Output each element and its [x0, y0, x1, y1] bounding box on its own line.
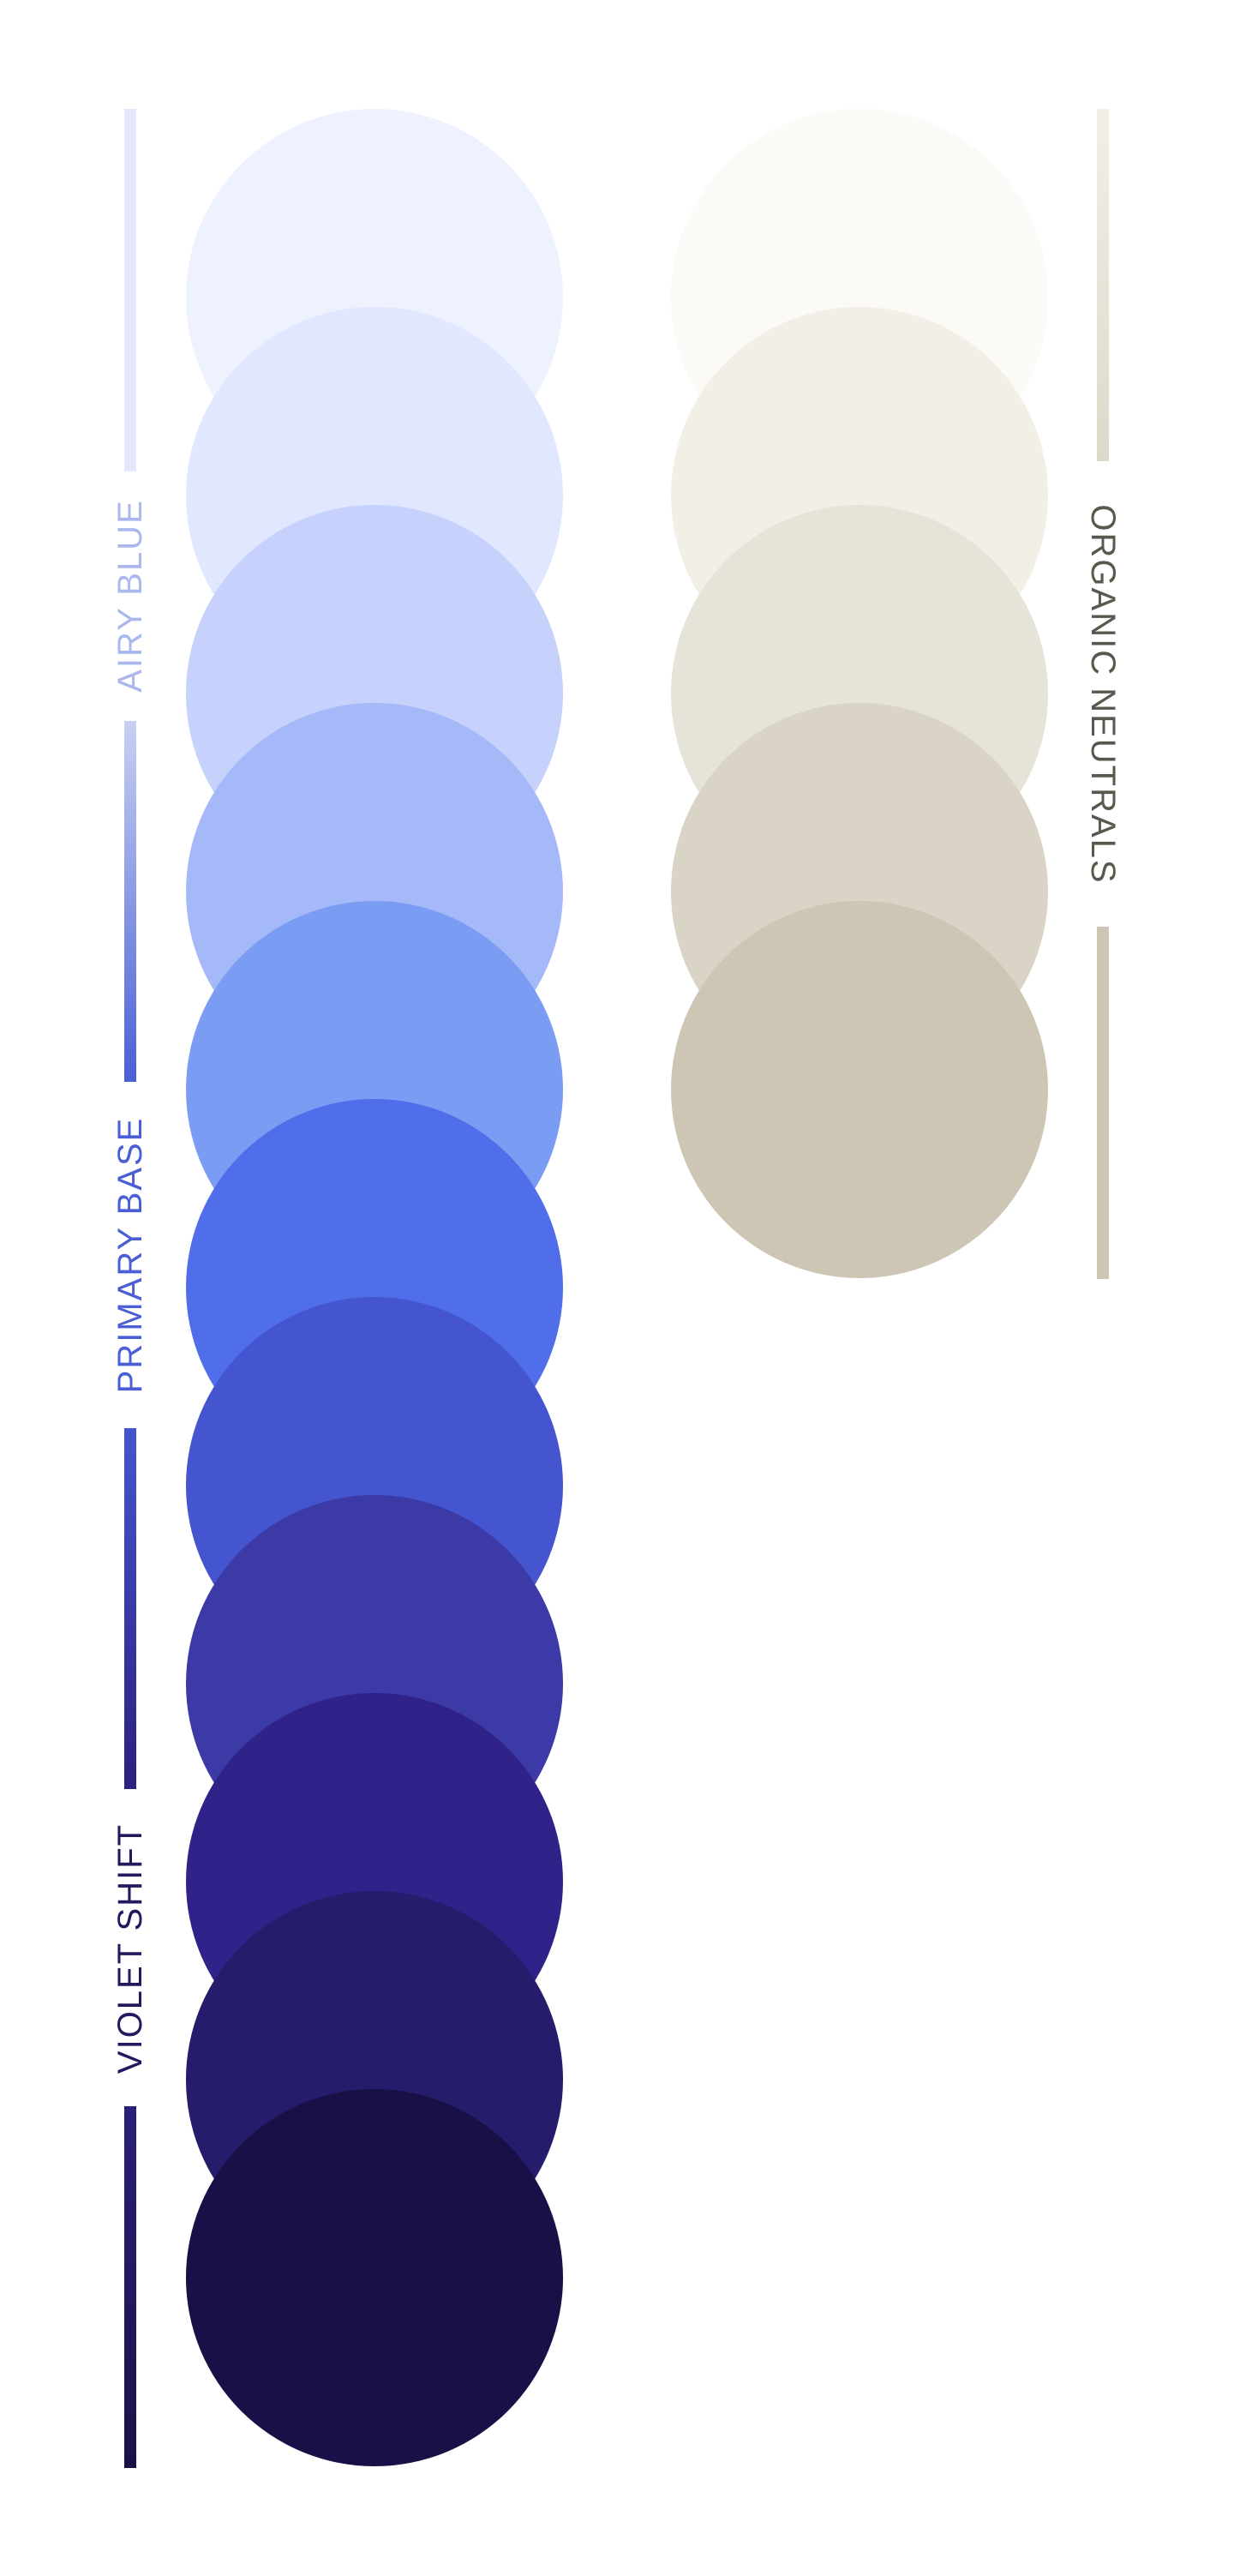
violet-shift-label: VIOLET SHIFT — [111, 1822, 149, 2075]
airy-blue-bar — [124, 109, 136, 471]
swatch-neutral-5 — [671, 901, 1048, 1278]
primary-base-label: PRIMARY BASE — [111, 1116, 149, 1394]
organic-neutrals-label: ORGANIC NEUTRALS — [1084, 504, 1122, 885]
airy-blue-label: AIRY BLUE — [111, 499, 149, 693]
neutral-top-bar — [1097, 109, 1109, 461]
swatch-blue-11 — [186, 2089, 563, 2466]
primary-base-bar — [124, 721, 136, 1082]
violet-shift-bar — [124, 1428, 136, 1789]
neutral-bottom-bar — [1097, 927, 1109, 1279]
bottom-violet-bar — [124, 2106, 136, 2468]
